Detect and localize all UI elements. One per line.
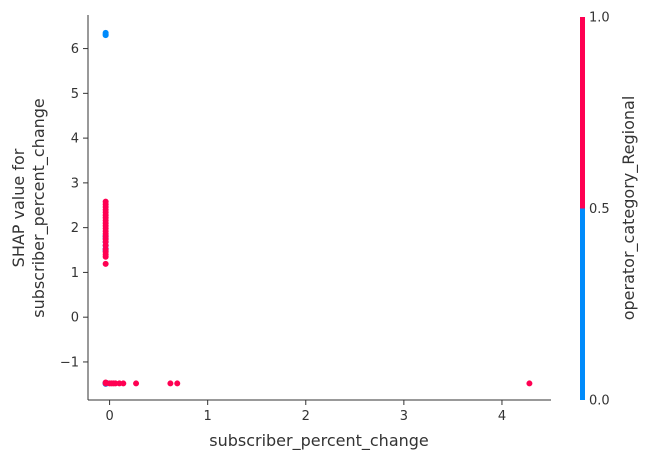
colorbar-label: operator_category_Regional bbox=[619, 96, 639, 321]
x-tick-label: 0 bbox=[105, 409, 113, 424]
y-tick-label: 3 bbox=[71, 176, 79, 191]
x-tick-label: 4 bbox=[498, 409, 506, 424]
data-point bbox=[102, 253, 109, 260]
colorbar-tick-label: 0.0 bbox=[589, 394, 610, 409]
scatter-points bbox=[102, 29, 533, 387]
y-tick-label: 0 bbox=[71, 311, 79, 326]
colorbar bbox=[580, 17, 585, 400]
data-point bbox=[167, 380, 174, 387]
x-tick-label: 1 bbox=[204, 409, 212, 424]
colorbar-ticks: 0.0 0.5 1.0 bbox=[589, 11, 610, 409]
y-tick-label: 5 bbox=[71, 87, 79, 102]
axes: 0 1 2 3 4 −1 0 1 2 3 4 5 6 bbox=[60, 15, 551, 424]
y-tick-label: 4 bbox=[71, 132, 79, 147]
data-point bbox=[102, 32, 109, 39]
data-point bbox=[120, 380, 127, 387]
y-axis-label-line2: subscriber_percent_change bbox=[29, 98, 49, 318]
y-tick-label: −1 bbox=[60, 355, 79, 370]
colorbar-tick-label: 1.0 bbox=[589, 11, 610, 26]
y-tick-label: 6 bbox=[71, 42, 79, 57]
x-tick-label: 2 bbox=[302, 409, 310, 424]
x-axis-label: subscriber_percent_change bbox=[209, 431, 429, 451]
data-point bbox=[526, 380, 533, 387]
y-tick-label: 2 bbox=[71, 221, 79, 236]
colorbar-tick-label: 0.5 bbox=[589, 202, 610, 217]
data-point bbox=[174, 380, 181, 387]
x-tick-label: 3 bbox=[400, 409, 408, 424]
data-point bbox=[133, 380, 140, 387]
y-axis-label-line1: SHAP value for bbox=[9, 148, 28, 267]
y-tick-label: 1 bbox=[71, 266, 79, 281]
data-point bbox=[102, 260, 109, 267]
